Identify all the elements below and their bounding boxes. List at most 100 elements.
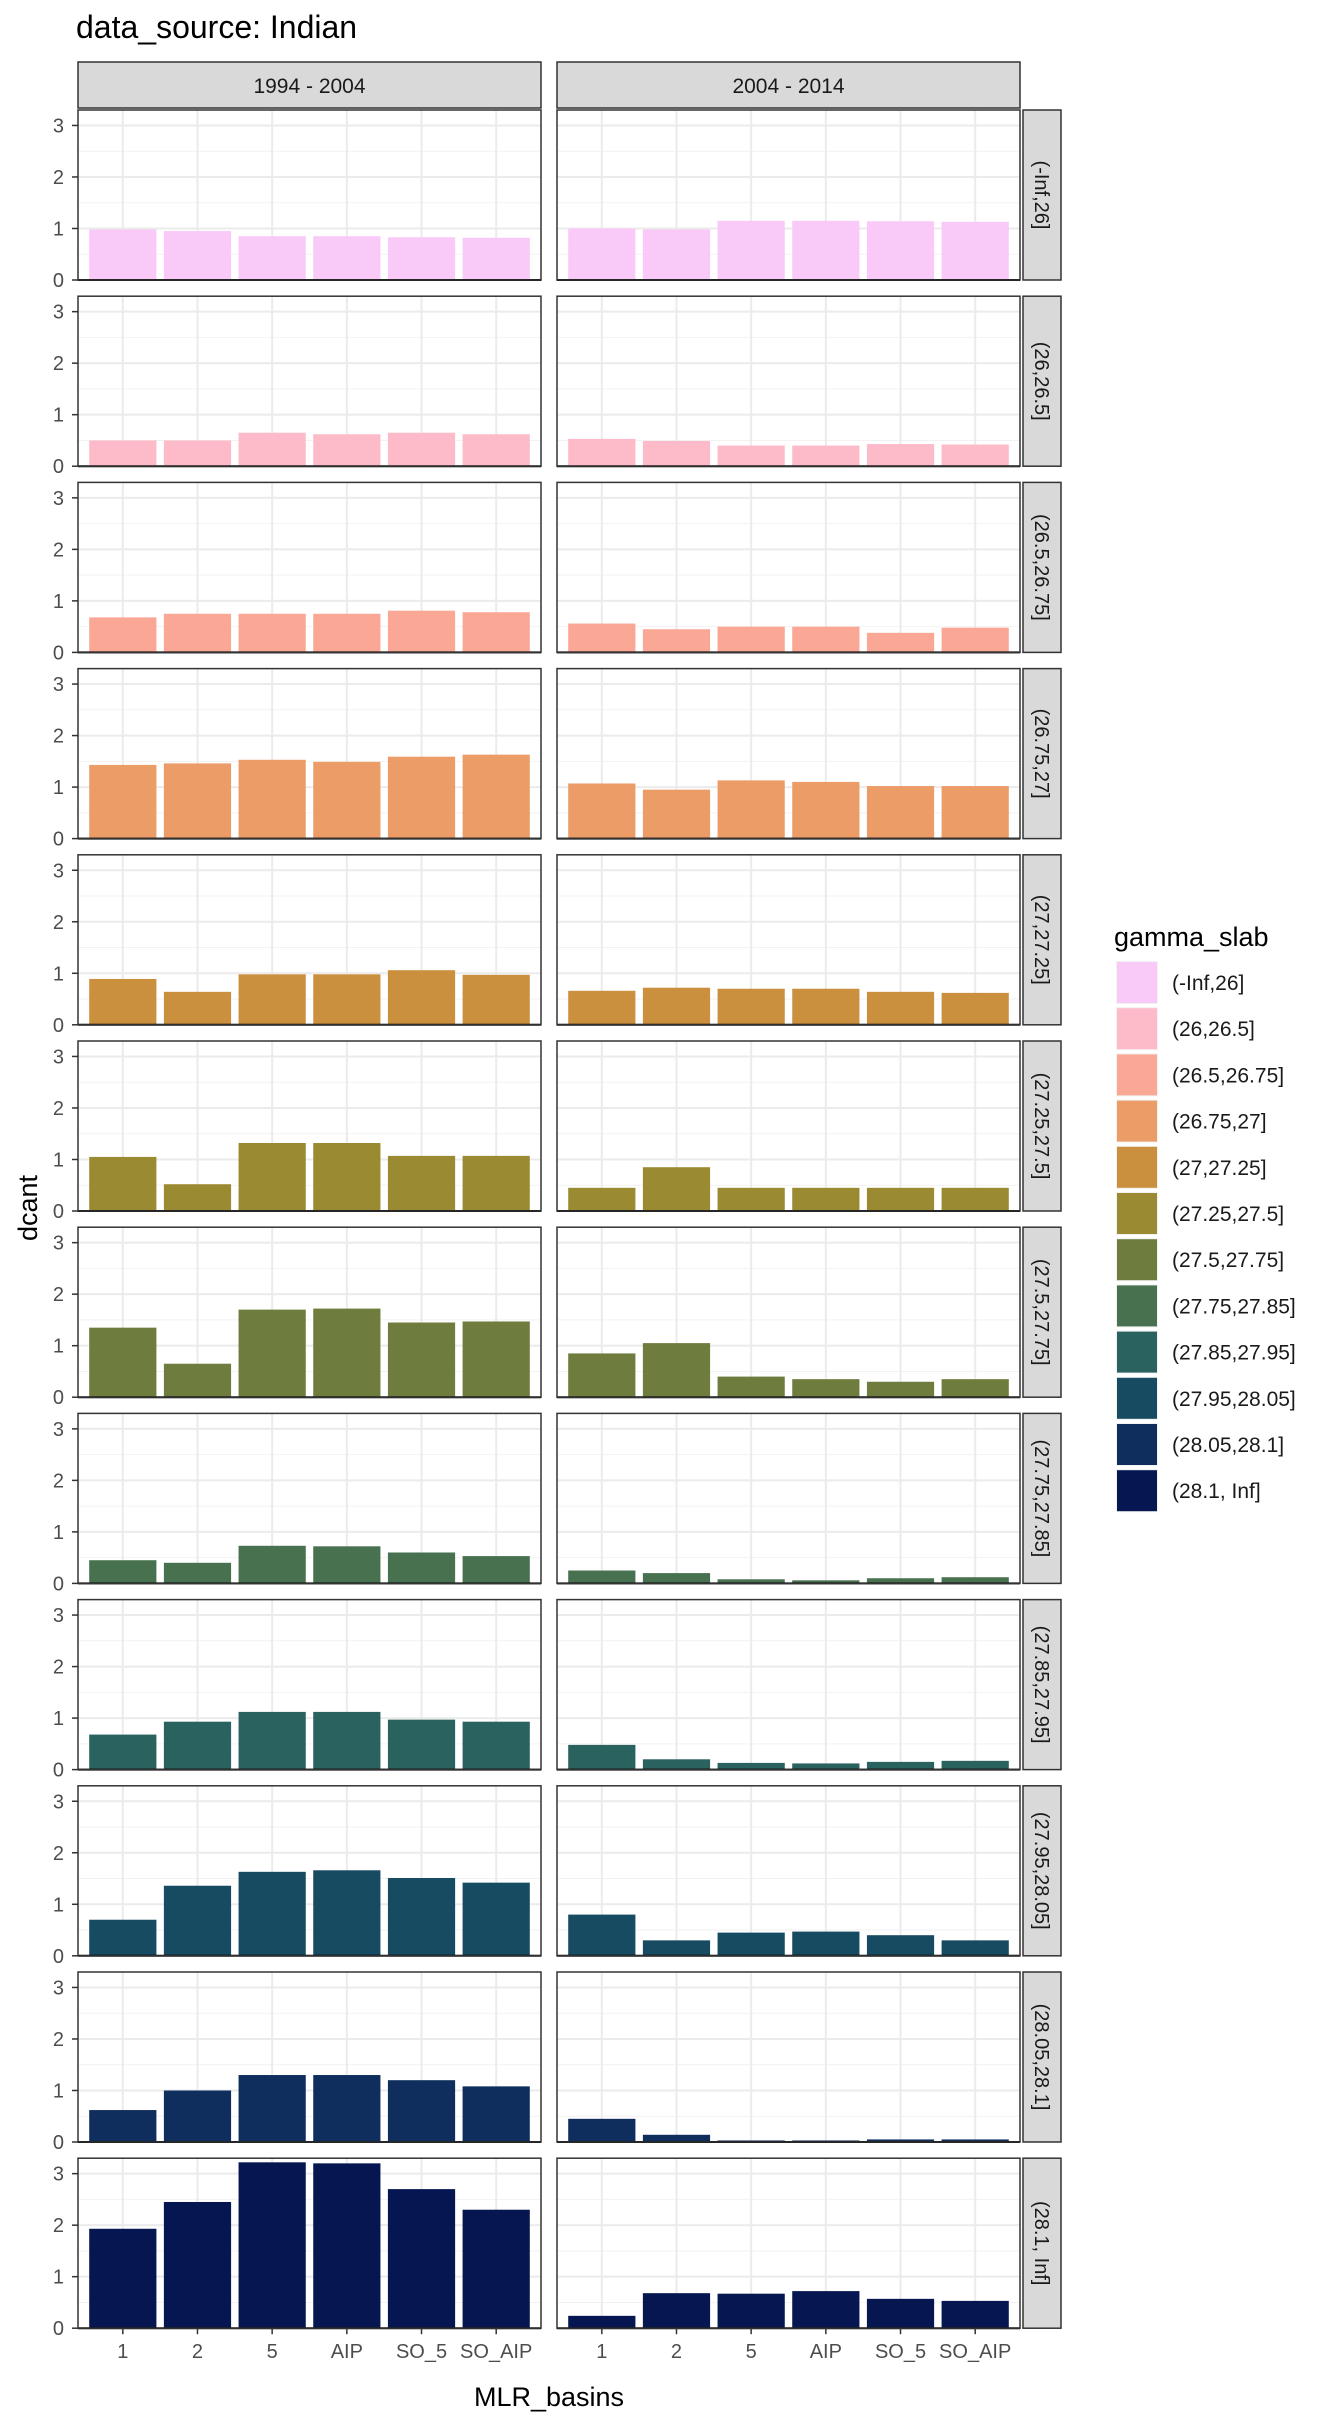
bar <box>792 1580 860 1584</box>
bar <box>866 1381 935 1398</box>
bar <box>89 2110 157 2142</box>
bar <box>163 2090 232 2142</box>
y-tick-label: 3 <box>53 1419 64 1441</box>
bar <box>941 1940 1009 1956</box>
row-strip-label: (-Inf,26] <box>1030 161 1052 230</box>
legend-swatch <box>1117 1193 1157 1234</box>
panel-background <box>557 1599 1020 1770</box>
y-tick-label: 0 <box>53 270 64 292</box>
legend-swatch <box>1117 1331 1157 1373</box>
bar <box>462 1721 530 1770</box>
panel-border <box>556 1412 1021 1585</box>
panel-background <box>557 1413 1020 1584</box>
y-tick-label: 0 <box>53 1946 64 1968</box>
y-tick-label: 2 <box>53 1470 64 1492</box>
row-strip-label: (26.75,27] <box>1030 709 1052 799</box>
row-strip-label: (27.5,27.75] <box>1030 1259 1052 1366</box>
bar <box>313 1870 381 1956</box>
bar <box>941 992 1009 1025</box>
bar <box>717 1762 785 1770</box>
bar <box>163 613 232 653</box>
bar <box>792 220 860 280</box>
panel-background <box>557 1972 1020 2142</box>
bar <box>313 613 381 653</box>
bar <box>866 1935 935 1956</box>
bar <box>313 1711 381 1770</box>
legend-label: (27.95,28.05] <box>1172 1388 1296 1411</box>
row-strip <box>1022 1971 1062 2143</box>
bar <box>462 754 530 839</box>
column-strip <box>556 61 1021 109</box>
bar <box>642 229 711 280</box>
legend-label: (28.1, Inf] <box>1172 1480 1261 1503</box>
x-tick-label: SO_AIP <box>939 2341 1011 2363</box>
bar <box>89 617 157 653</box>
bar <box>642 1343 711 1398</box>
legend: gamma_slab (-Inf,26] (26,26.5] (26.5,26.75… <box>1114 922 1296 1513</box>
y-tick-label: 3 <box>53 1605 64 1627</box>
legend-label: (26.75,27] <box>1172 1111 1267 1134</box>
bar <box>238 432 306 467</box>
row-strip <box>1022 667 1062 840</box>
bar <box>387 1719 456 1770</box>
bar <box>238 1545 306 1584</box>
legend-swatch <box>1117 1054 1157 1096</box>
bar <box>313 1308 381 1398</box>
bar <box>313 761 381 839</box>
bar <box>568 1570 636 1584</box>
column-strip-label: 1994 - 2004 <box>253 75 365 98</box>
row-strip-label: (28.05,28.1] <box>1030 2004 1052 2111</box>
bar <box>462 2209 530 2329</box>
row-strip <box>1022 1412 1062 1585</box>
bar <box>792 626 860 653</box>
bar <box>941 2139 1009 2142</box>
panel-border <box>77 295 542 467</box>
row-strip <box>1022 481 1062 654</box>
bar <box>568 623 636 653</box>
bar <box>462 2086 530 2142</box>
panel-border <box>77 2157 542 2329</box>
x-tick-label: SO_5 <box>875 2341 926 2363</box>
legend-swatch <box>1117 1008 1157 1050</box>
panel-background <box>557 296 1020 467</box>
panel-border <box>556 481 1021 654</box>
bar <box>866 991 935 1025</box>
x-axis-label: MLR_basins <box>474 2382 624 2412</box>
bar <box>387 2080 456 2142</box>
panel-border <box>77 1226 542 1398</box>
bar <box>642 789 711 839</box>
bar <box>941 1760 1009 1770</box>
y-tick-label: 1 <box>53 1708 64 1730</box>
y-tick-label: 2 <box>53 1098 64 1120</box>
panel-border <box>77 109 542 281</box>
bar <box>792 988 860 1025</box>
y-tick-label: 2 <box>53 167 64 189</box>
y-tick-label: 3 <box>53 2164 64 2186</box>
bar <box>313 2163 381 2329</box>
bar <box>163 2201 232 2329</box>
bar <box>387 1878 456 1956</box>
y-tick-label: 2 <box>53 1843 64 1865</box>
bar <box>462 612 530 653</box>
bar <box>313 2075 381 2142</box>
row-strip-label: (27.85,27.95] <box>1030 1626 1052 1744</box>
x-tick-label: AIP <box>810 2341 842 2363</box>
bar <box>313 1546 381 1584</box>
bar <box>642 2134 711 2142</box>
panel-border <box>556 2157 1021 2329</box>
bar <box>163 1184 232 1211</box>
bar <box>866 1578 935 1584</box>
row-strip-label: (28.1, Inf] <box>1030 2201 1052 2286</box>
bar <box>462 1556 530 1584</box>
y-tick-label: 2 <box>53 1284 64 1306</box>
bar <box>313 1143 381 1211</box>
bar <box>717 626 785 653</box>
bar <box>163 763 232 839</box>
legend-swatch <box>1117 962 1157 1003</box>
y-tick-label: 3 <box>53 1977 64 1999</box>
bar <box>462 1882 530 1956</box>
bar <box>717 1932 785 1956</box>
panel-background <box>557 1041 1020 1211</box>
